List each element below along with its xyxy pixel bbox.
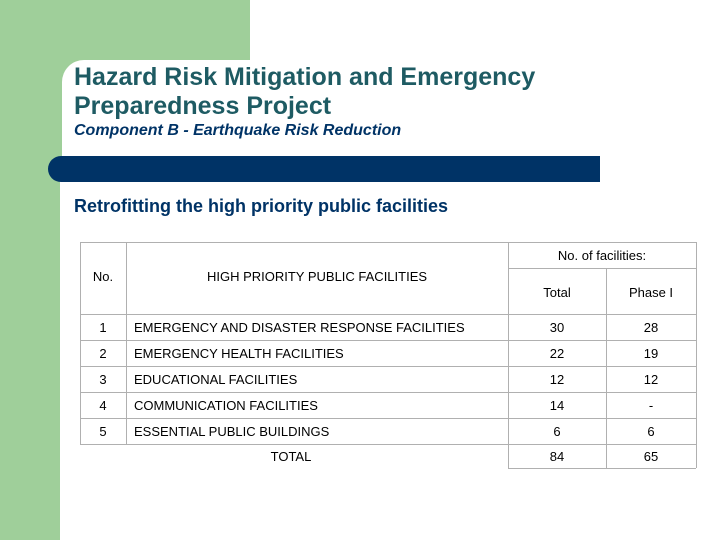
table-line <box>80 392 696 393</box>
table-line <box>80 242 81 444</box>
table-line <box>126 242 127 444</box>
table-line <box>80 314 696 315</box>
table-line <box>80 418 696 419</box>
header-total: Total <box>543 284 571 300</box>
row-phase: 12 <box>643 372 659 387</box>
slide-subtitle: Component B - Earthquake Risk Reduction <box>74 122 402 139</box>
header-facility-count: No. of facilities: <box>557 248 647 263</box>
row-total: 12 <box>549 372 565 387</box>
header-phase: Phase I <box>628 284 674 300</box>
table-line <box>508 468 696 469</box>
row-total: 14 <box>549 398 565 413</box>
slide-title: Hazard Risk Mitigation and Emergency Pre… <box>74 63 634 121</box>
divider-bar <box>48 156 600 182</box>
table-line <box>696 242 697 468</box>
row-no: 4 <box>99 398 107 413</box>
header-facilities: HIGH PRIORITY PUBLIC FACILITIES <box>206 268 428 284</box>
table-line <box>80 366 696 367</box>
total-phase: 65 <box>643 449 659 464</box>
header-no: No. <box>92 268 114 284</box>
row-total: 6 <box>553 424 561 439</box>
row-phase: 19 <box>643 346 659 361</box>
total-total: 84 <box>549 449 565 464</box>
total-label: TOTAL <box>270 449 312 464</box>
row-facility: ESSENTIAL PUBLIC BUILDINGS <box>134 424 330 439</box>
row-no: 2 <box>99 346 107 361</box>
table-line <box>606 268 607 468</box>
row-phase: - <box>648 398 654 413</box>
row-facility: COMMUNICATION FACILITIES <box>134 398 318 413</box>
table-line <box>80 444 696 445</box>
row-phase: 28 <box>643 320 659 335</box>
row-phase: 6 <box>647 424 655 439</box>
row-facility: EMERGENCY HEALTH FACILITIES <box>134 346 344 361</box>
row-no: 5 <box>99 424 107 439</box>
section-title: Retrofitting the high priority public fa… <box>74 196 449 216</box>
slide-title-line2: Preparedness Project <box>74 92 332 120</box>
table-line <box>80 340 696 341</box>
row-total: 22 <box>549 346 565 361</box>
row-no: 3 <box>99 372 107 387</box>
table-line <box>508 268 696 269</box>
row-no: 1 <box>99 320 107 335</box>
table-line <box>80 242 696 243</box>
slide-title-line1: Hazard Risk Mitigation and Emergency <box>74 63 536 91</box>
table-line <box>508 242 509 468</box>
row-total: 30 <box>549 320 565 335</box>
row-facility: EMERGENCY AND DISASTER RESPONSE FACILITI… <box>134 320 465 335</box>
row-facility: EDUCATIONAL FACILITIES <box>134 372 298 387</box>
